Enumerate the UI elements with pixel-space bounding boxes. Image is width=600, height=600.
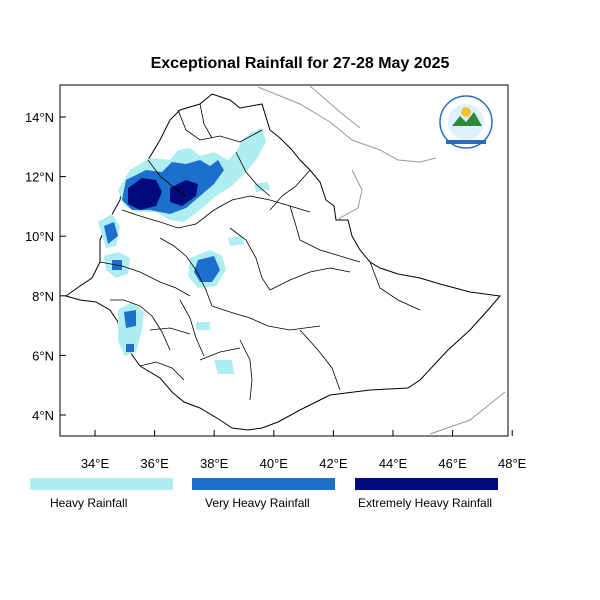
meteorology-agency-logo bbox=[439, 95, 493, 149]
lat-tick-label: 12°N bbox=[25, 170, 54, 185]
lat-tick-label: 10°N bbox=[25, 229, 54, 244]
legend-bar-very-heavy bbox=[192, 478, 335, 490]
legend-label-heavy: Heavy Rainfall bbox=[50, 496, 128, 510]
lon-tick-label: 34°E bbox=[81, 456, 110, 471]
regional-boundaries bbox=[99, 103, 421, 401]
country-outline bbox=[64, 93, 501, 431]
legend-label-very-heavy: Very Heavy Rainfall bbox=[205, 496, 310, 510]
lon-tick-label: 36°E bbox=[140, 456, 169, 471]
axis-ticks: 14°N 12°N 10°N 8°N 6°N 4°N 34°E 36°E 38°E 40°E 42°… bbox=[25, 110, 527, 471]
rainfall-extreme bbox=[128, 178, 198, 210]
lat-tick-label: 6°N bbox=[32, 348, 54, 363]
lon-tick-label: 40°E bbox=[260, 456, 289, 471]
lat-tick-label: 8°N bbox=[32, 289, 54, 304]
lat-tick-label: 4°N bbox=[32, 408, 54, 423]
legend-bar-extreme bbox=[355, 478, 498, 490]
lon-tick-label: 44°E bbox=[379, 456, 408, 471]
lon-tick-label: 42°E bbox=[319, 456, 348, 471]
lat-tick-label: 14°N bbox=[25, 110, 54, 125]
legend-label-extreme: Extremely Heavy Rainfall bbox=[358, 496, 493, 510]
legend-bar-heavy bbox=[30, 478, 173, 490]
map-title: Exceptional Rainfall for 27-28 May 2025 bbox=[150, 55, 450, 72]
lon-tick-label: 38°E bbox=[200, 456, 229, 471]
lon-tick-label: 46°E bbox=[438, 456, 467, 471]
lon-tick-label: 48°E bbox=[498, 456, 527, 471]
map-frame bbox=[59, 84, 509, 437]
